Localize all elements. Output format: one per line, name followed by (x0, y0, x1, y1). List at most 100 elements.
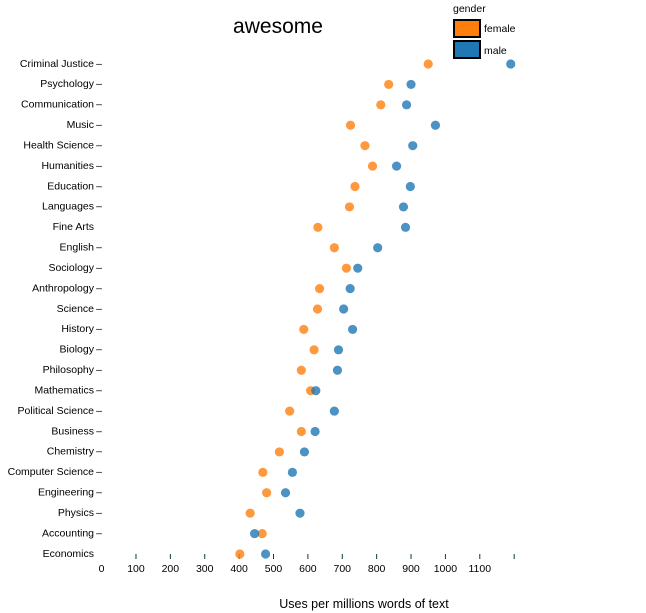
category-label-physics: Physics (58, 507, 94, 519)
x-tick-label-1000: 1000 (434, 563, 458, 575)
category-tick-education: – (96, 180, 102, 192)
dot-female-business (296, 426, 306, 437)
dot-female-criminal-justice (423, 59, 433, 69)
dot-male-biology (333, 345, 344, 355)
dot-female-psychology (384, 79, 394, 90)
category-label-psychology: Psychology (40, 78, 94, 90)
dot-male-history (347, 324, 358, 335)
dot-female-political-science (285, 406, 295, 416)
category-label-computer-science: Computer Science (8, 466, 95, 478)
category-label-engineering: Engineering (38, 487, 94, 499)
dot-female-fine-arts (313, 222, 323, 232)
x-tick-label-400: 400 (230, 563, 248, 575)
category-tick-engineering: – (96, 487, 102, 499)
dot-male-computer-science (287, 467, 298, 477)
x-tick-label-100: 100 (127, 563, 145, 575)
dot-female-economics (235, 549, 245, 559)
dot-female-philosophy (296, 365, 306, 375)
dot-male-philosophy (332, 365, 343, 375)
category-label-criminal-justice: Criminal Justice (20, 58, 94, 70)
x-tick-label-900: 900 (402, 563, 420, 575)
category-label-philosophy: Philosophy (43, 364, 95, 376)
dot-female-history (299, 324, 309, 335)
x-tick-label-200: 200 (162, 563, 180, 575)
dot-male-anthropology (345, 283, 355, 294)
category-tick-accounting: – (96, 527, 102, 539)
category-tick-business: – (96, 425, 102, 437)
category-tick-anthropology: – (96, 282, 102, 294)
x-tick-label-700: 700 (334, 563, 352, 575)
dot-male-english (373, 243, 383, 253)
category-tick-humanities: – (96, 160, 102, 172)
dot-male-music (430, 120, 441, 130)
x-axis: 0 100 200 300 400 500 600 700 800 900 1000 1100 (99, 554, 515, 575)
dot-female-music (345, 120, 356, 130)
x-tick-label-800: 800 (368, 563, 386, 575)
category-tick-political-science: – (96, 405, 102, 417)
category-tick-music: – (96, 119, 102, 131)
chart-title: awesome (233, 15, 323, 38)
dot-female-science (312, 304, 323, 314)
category-label-music: Music (67, 119, 94, 131)
category-label-political-science: Political Science (18, 405, 95, 417)
dot-male-languages (398, 202, 409, 212)
category-label-economics: Economics (43, 548, 94, 560)
dot-female-humanities (367, 161, 378, 171)
dot-female-sociology (341, 263, 351, 273)
category-tick-chemistry: – (96, 446, 102, 458)
x-tick-label-1100: 1100 (468, 563, 491, 575)
legend-label-male: male (484, 45, 507, 57)
legend-title: gender (453, 3, 486, 15)
dot-male-health-science (408, 141, 418, 151)
category-tick-science: – (96, 303, 102, 315)
legend: gender female male (453, 3, 516, 59)
x-tick-label-0: 0 (99, 563, 105, 575)
category-tick-languages: – (96, 201, 102, 213)
category-tick-mathematics: – (96, 384, 102, 396)
dot-female-accounting (257, 528, 267, 539)
dot-female-physics (245, 508, 255, 518)
category-tick-biology: – (96, 344, 102, 356)
category-label-languages: Languages (42, 201, 94, 213)
dot-female-english (329, 243, 339, 253)
category-tick-english: – (96, 242, 102, 254)
dot-male-sociology (353, 263, 363, 273)
dot-male-criminal-justice (506, 59, 516, 69)
category-tick-communication: – (96, 99, 102, 111)
y-axis-category-labels: Criminal Justice –Psychology –Communicatio… (8, 58, 103, 560)
dot-male-education (405, 181, 415, 192)
dot-female-health-science (360, 141, 370, 151)
category-tick-history: – (96, 323, 102, 335)
dot-male-science (339, 304, 349, 314)
dot-female-engineering (262, 488, 272, 498)
x-tick-label-600: 600 (299, 563, 317, 575)
dot-male-fine-arts (400, 222, 411, 232)
category-label-education: Education (47, 180, 94, 192)
dot-female-computer-science (258, 467, 268, 477)
data-points (235, 59, 516, 559)
x-axis-title: Uses per millions words of text (279, 597, 449, 611)
dot-female-chemistry (274, 447, 284, 457)
category-tick-physics: – (96, 507, 102, 519)
category-label-mathematics: Mathematics (34, 384, 94, 396)
dot-male-economics (260, 549, 271, 559)
dot-male-mathematics (311, 386, 321, 396)
dot-male-chemistry (299, 447, 310, 457)
category-label-humanities: Humanities (41, 160, 94, 172)
category-label-english: English (60, 242, 95, 254)
category-tick-computer-science: – (96, 466, 102, 478)
dot-male-physics (295, 508, 305, 518)
x-tick-label-300: 300 (196, 563, 214, 575)
category-tick-criminal-justice: – (96, 58, 102, 70)
category-label-health-science: Health Science (23, 139, 94, 151)
category-label-biology: Biology (60, 344, 95, 356)
category-label-sociology: Sociology (48, 262, 94, 274)
legend-label-female: female (484, 23, 516, 35)
category-label-anthropology: Anthropology (32, 282, 95, 294)
category-tick-health-science: – (96, 139, 102, 151)
category-label-fine-arts: Fine Arts (53, 221, 94, 233)
category-label-science: Science (57, 303, 95, 315)
x-tick-label-500: 500 (265, 563, 283, 575)
dot-male-business (310, 426, 320, 437)
